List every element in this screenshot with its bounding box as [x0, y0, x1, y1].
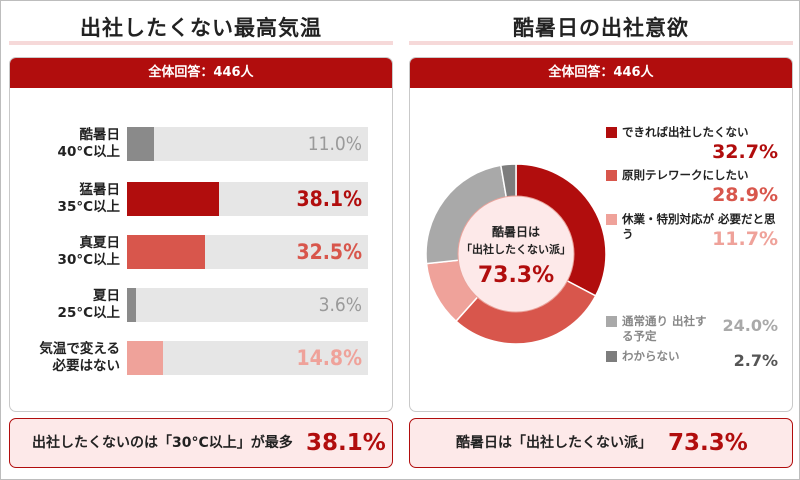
right-summary-box: 酷暑日は「出社したくない派」 73.3%	[409, 418, 793, 468]
bar-category-label: 真夏日 30°C以上	[10, 234, 120, 270]
right-summary-value: 73.3%	[668, 430, 748, 456]
legend-label: わからない	[622, 349, 680, 363]
legend-value: 32.7%	[712, 141, 778, 163]
legend-item: 休業・特別対応が 必要だと思う 11.7%	[606, 212, 788, 252]
bar-category-line: 夏日	[93, 288, 120, 304]
left-summary-box: 出社したくないのは「30°C以上」が最多 38.1%	[9, 418, 393, 468]
bar-category-line: 酷暑日	[79, 127, 121, 143]
donut-chart: 酷暑日は 「出社したくない派」 73.3%	[425, 163, 607, 345]
right-respondents-header: 全体回答：446人	[410, 58, 792, 88]
donut-center-label-2: 「出社したくない派」	[461, 242, 571, 256]
bar	[127, 341, 163, 375]
bar	[127, 127, 154, 161]
left-panel-title: 出社したくない最高気温	[80, 16, 322, 40]
right-title-underline	[409, 41, 793, 45]
bar-category-line: 必要はない	[52, 358, 121, 374]
bar-track: 32.5%	[127, 235, 368, 269]
bar-category-line: 40°C以上	[57, 144, 120, 160]
bar-value-label: 3.6%	[318, 294, 362, 316]
right-panel: 酷暑日の出社意欲 全体回答：446人 酷暑日は 「出社したくない派」 73.3%…	[409, 0, 793, 480]
left-title-underline	[9, 41, 393, 45]
left-summary-text: 出社したくないのは「30°C以上」が最多	[32, 435, 293, 451]
bar-value-label: 14.8%	[296, 346, 362, 370]
donut-center-disc	[457, 195, 575, 313]
bar-value-label: 11.0%	[307, 133, 362, 155]
legend-swatch	[606, 351, 617, 362]
donut-chart-card: 全体回答：446人 酷暑日は 「出社したくない派」 73.3% できれば出社した…	[409, 57, 793, 412]
bar-track: 38.1%	[127, 182, 368, 216]
legend-swatch	[606, 214, 617, 225]
bar-category-line: 気温で変える	[39, 341, 120, 357]
bar	[127, 182, 219, 216]
legend-item: わからない 2.7%	[606, 349, 788, 389]
legend-value: 28.9%	[712, 184, 778, 206]
left-respondents-header: 全体回答：446人	[10, 58, 392, 88]
donut-center-label-1: 酷暑日は	[492, 224, 540, 239]
bar-category-label: 気温で変える 必要はない	[10, 340, 120, 376]
legend-label: 通常通り 出社する予定	[622, 314, 707, 343]
bar-row: 酷暑日 40°C以上 11.0%	[10, 126, 392, 162]
bar-chart-card: 全体回答：446人 酷暑日 40°C以上 11.0% 猛暑日 35°C以上 38.1% 真夏…	[9, 57, 393, 412]
legend-label: 休業・特別対応が 必要だと思う	[622, 212, 776, 241]
right-summary-text: 酷暑日は「出社したくない派」	[456, 435, 652, 451]
bar	[127, 288, 136, 322]
bar-category-label: 猛暑日 35°C以上	[10, 181, 120, 217]
bar-category-line: 真夏日	[79, 235, 121, 251]
legend-swatch	[606, 170, 617, 181]
bar-row: 夏日 25°C以上 3.6%	[10, 287, 392, 323]
bar-category-label: 夏日 25°C以上	[10, 287, 120, 323]
bar-value-label: 38.1%	[296, 187, 362, 211]
legend-item: 原則テレワークにしたい 28.9%	[606, 168, 788, 208]
bar-category-line: 30°C以上	[57, 252, 120, 268]
bar-value-label: 32.5%	[296, 240, 362, 264]
bar-category-line: 25°C以上	[57, 305, 120, 321]
bar-track: 3.6%	[127, 288, 368, 322]
bar-category-line: 猛暑日	[79, 182, 121, 198]
legend-label: できれば出社したくない	[622, 125, 749, 139]
legend-label: 原則テレワークにしたい	[622, 168, 749, 182]
right-panel-title: 酷暑日の出社意欲	[513, 16, 689, 40]
legend-value: 24.0%	[722, 316, 778, 335]
bar-category-label: 酷暑日 40°C以上	[10, 126, 120, 162]
legend-value: 11.7%	[712, 228, 778, 250]
legend-swatch	[606, 316, 617, 327]
bar-row: 猛暑日 35°C以上 38.1%	[10, 181, 392, 217]
legend-item: できれば出社したくない 32.7%	[606, 125, 788, 165]
left-panel: 出社したくない最高気温 全体回答：446人 酷暑日 40°C以上 11.0% 猛暑日 3…	[9, 0, 393, 480]
bar-track: 11.0%	[127, 127, 368, 161]
bar-row: 気温で変える 必要はない 14.8%	[10, 340, 392, 376]
bar-row: 真夏日 30°C以上 32.5%	[10, 234, 392, 270]
legend-item: 通常通り 出社する予定 24.0%	[606, 314, 788, 354]
bar	[127, 235, 206, 269]
bar-category-line: 35°C以上	[57, 199, 120, 215]
donut-center-value: 73.3%	[478, 263, 554, 288]
legend-value: 2.7%	[733, 351, 778, 370]
legend-swatch	[606, 127, 617, 138]
bar-track: 14.8%	[127, 341, 368, 375]
left-summary-value: 38.1%	[306, 430, 386, 456]
